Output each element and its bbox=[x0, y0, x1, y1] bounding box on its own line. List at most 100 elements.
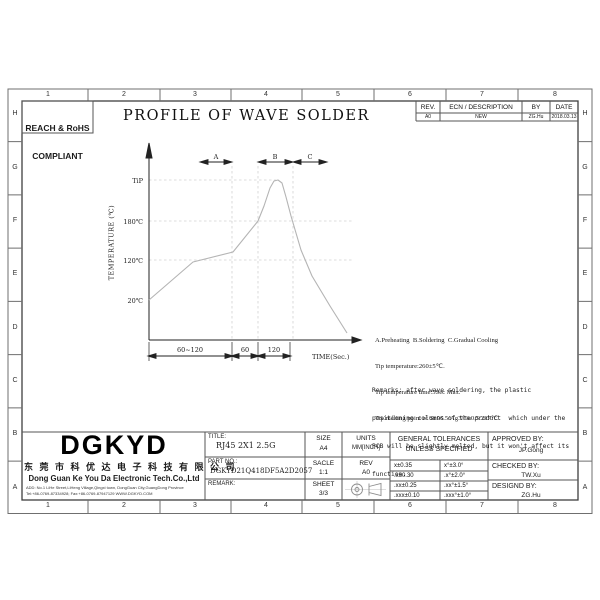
part-no-label: PART NO.: bbox=[208, 459, 238, 465]
size-value: A4 bbox=[319, 445, 328, 452]
chart-axes bbox=[145, 142, 363, 344]
col-label-bottom: 2 bbox=[122, 502, 126, 509]
scale-value: 1:1 bbox=[318, 469, 329, 476]
dim-cooling-time: 120 bbox=[267, 345, 281, 354]
units-value: MM[INCH] bbox=[352, 445, 380, 451]
scale-label: SACLE bbox=[312, 459, 335, 467]
col-label-bottom: 1 bbox=[46, 502, 50, 509]
process-note-line: Tip temperature time:5Sec Max. bbox=[375, 388, 461, 396]
dim-preheat-time: 60~120 bbox=[176, 346, 204, 354]
y-axis-title: TEMPERATURE (℃) bbox=[107, 204, 116, 281]
tolerance-cell: .xxx±0.10 bbox=[394, 492, 420, 499]
sheet-label: SHEET bbox=[312, 481, 335, 488]
ytick-20: 20℃ bbox=[127, 296, 143, 305]
tolerance-cell: x°±3.0° bbox=[444, 462, 464, 469]
row-label-left: B bbox=[12, 430, 18, 437]
company-contact: Tel:+86-0769-87334928; Fax:+86-0769-8794… bbox=[26, 491, 153, 496]
title-label: TITLE: bbox=[208, 434, 227, 440]
compliance-badge: REACH & RoHS COMPLIANT bbox=[22, 105, 93, 180]
company-address: ADD: No.1 LiHe Street,LiHeng Village,Qin… bbox=[26, 485, 184, 490]
col-label-bottom: 6 bbox=[408, 502, 412, 509]
checked-by-label: CHECKED BY: bbox=[492, 462, 540, 470]
rev-table-header: REV. bbox=[420, 104, 436, 111]
col-label-top: 3 bbox=[193, 91, 197, 98]
row-label-left: F bbox=[12, 217, 18, 224]
region-c-label: C bbox=[307, 152, 313, 161]
remarks: Remarks: after wave soldering, the plast… bbox=[372, 367, 582, 499]
row-label-left: H bbox=[12, 110, 18, 117]
col-label-top: 1 bbox=[46, 91, 50, 98]
rev-table-header: DATE bbox=[555, 104, 573, 111]
remarks-line: PCB will be slightly melted, but it won'… bbox=[372, 443, 570, 451]
row-label-left: A bbox=[12, 484, 18, 491]
rev-date-cell: 2018.03.13 bbox=[551, 113, 577, 120]
x-axis-arrow-icon bbox=[351, 336, 363, 344]
remarks-line: Remarks: after wave soldering, the plast… bbox=[372, 386, 532, 394]
ytick-tip: TiP bbox=[132, 177, 143, 185]
region-b-label: B bbox=[272, 152, 278, 161]
title-value: RJ45 2X1 2.5G bbox=[216, 441, 276, 450]
remark-label: REMARK: bbox=[208, 481, 236, 487]
checked-by-value: TW.Xu bbox=[521, 471, 541, 479]
size-label: SIZE bbox=[316, 435, 331, 442]
approved-by-label: APPROVED BY: bbox=[492, 435, 544, 443]
rev-table-header: ECN / DESCRIPTION bbox=[449, 104, 513, 111]
company-name-en: Dong Guan Ke You Da Electronic Tech.Co.,… bbox=[28, 474, 200, 483]
row-label-left: E bbox=[12, 270, 18, 277]
ytick-180: 180℃ bbox=[123, 218, 143, 226]
process-note-line: Tip melting point of Sn96.5/Ag3/Cu0.5:21… bbox=[375, 414, 500, 422]
process-note-line: A.Preheating B.Soldering C.Gradual Cooli… bbox=[375, 337, 499, 345]
col-label-bottom: 4 bbox=[264, 502, 268, 509]
col-label-top: 2 bbox=[122, 91, 126, 98]
col-label-bottom: 5 bbox=[336, 502, 340, 509]
remarks-line: positioning columns of the product which… bbox=[372, 415, 566, 423]
rev-cell: A0 bbox=[424, 113, 432, 120]
compliance-line2: COMPLIANT bbox=[32, 150, 83, 161]
tolerance-cell: .xx°±1.5° bbox=[444, 483, 469, 489]
remarks-line: function. bbox=[372, 471, 407, 479]
tolerance-cell: .x°±2.0° bbox=[444, 473, 466, 479]
region-a-label: A bbox=[213, 152, 219, 161]
tolerance-cell: .xxx°±1.0° bbox=[444, 492, 472, 499]
units-label: UNITS bbox=[356, 435, 376, 442]
company-logo: DGKYD bbox=[60, 430, 168, 460]
row-label-right: B bbox=[582, 430, 588, 437]
row-label-right: H bbox=[582, 110, 588, 117]
row-label-right: F bbox=[582, 217, 588, 224]
row-label-left: D bbox=[12, 324, 18, 331]
process-notes: A.Preheating B.Soldering C.Gradual Cooli… bbox=[375, 320, 585, 440]
row-label-left: C bbox=[12, 377, 18, 384]
rev-label: REV bbox=[359, 459, 373, 467]
ytick-120: 120℃ bbox=[123, 257, 143, 265]
col-label-top: 8 bbox=[553, 91, 557, 98]
y-axis-arrow-icon bbox=[145, 142, 153, 159]
tolerance-header-2: UNLESS SPECIFIED bbox=[405, 446, 473, 453]
approved-by-value: JP.Gong bbox=[518, 447, 544, 454]
tolerance-cell: .xx±0.25 bbox=[394, 483, 417, 489]
sheet-value: 3/3 bbox=[318, 490, 329, 497]
row-label-right: G bbox=[582, 164, 588, 171]
rev-table-header: BY bbox=[531, 104, 541, 111]
col-label-bottom: 3 bbox=[193, 502, 197, 509]
col-label-bottom: 7 bbox=[480, 502, 484, 509]
x-axis-title: TIME(Sec.) bbox=[312, 353, 350, 361]
rev-description-cell: NEW bbox=[475, 113, 487, 120]
col-label-bottom: 8 bbox=[553, 502, 557, 509]
row-label-right: E bbox=[582, 270, 588, 277]
page-title: PROFILE OF WAVE SOLDER bbox=[123, 108, 370, 124]
process-note-line: Tip temperature:260±5℃. bbox=[375, 362, 445, 370]
designed-by-label: DESIGND BY: bbox=[492, 482, 537, 490]
chart-gridlines bbox=[149, 166, 352, 340]
col-label-top: 6 bbox=[408, 91, 412, 98]
company-name-cn: 东 莞 市 科 优 达 电 子 科 技 有 限 公 司 bbox=[24, 462, 237, 472]
row-label-right: C bbox=[582, 377, 588, 384]
tolerance-header-1: GENERAL TOLERANCES bbox=[397, 436, 481, 443]
col-label-top: 5 bbox=[336, 91, 340, 98]
col-label-top: 7 bbox=[480, 91, 484, 98]
designed-by-value: ZG.Hu bbox=[521, 491, 541, 499]
tolerance-cell: x±0.35 bbox=[394, 462, 412, 469]
part-no-value: DGKYD21Q418DF5A2D2057 bbox=[210, 466, 313, 475]
solder-profile-curve bbox=[148, 179, 348, 334]
row-label-left: G bbox=[12, 164, 18, 171]
